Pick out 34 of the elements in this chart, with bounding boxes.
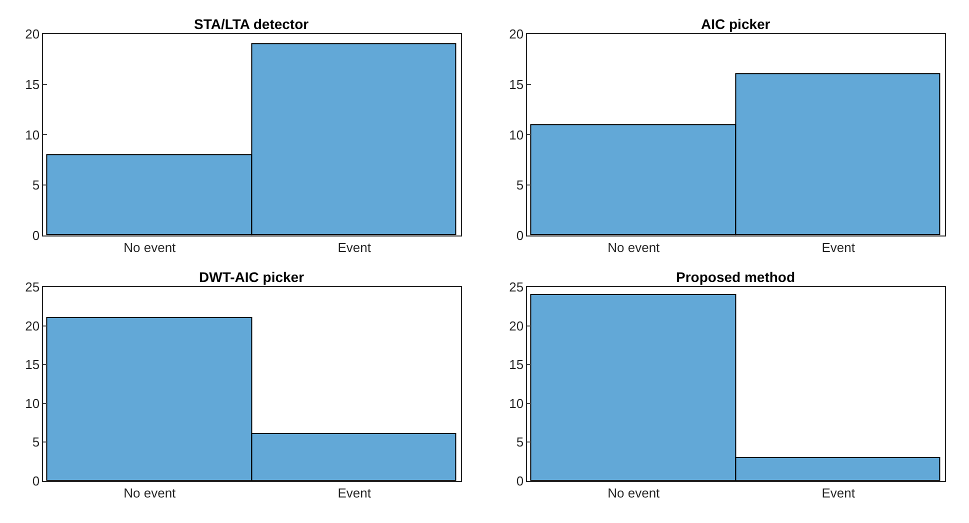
x-tick-label: No event (124, 486, 176, 501)
x-tick-label: No event (608, 486, 660, 501)
x-tick-label: No event (608, 240, 660, 256)
y-tick-label: 20 (25, 318, 40, 334)
y-tick-label: 5 (32, 178, 40, 193)
y-tick-label: 5 (516, 434, 524, 450)
y-tick-label: 0 (32, 228, 40, 243)
y-tick-label: 15 (25, 357, 40, 372)
y-tick-label: 25 (25, 280, 40, 295)
y-tick-label: 15 (509, 357, 524, 372)
y-tick-label: 10 (25, 396, 40, 411)
x-tick-label: Event (338, 240, 372, 256)
chart-title: Proposed method (676, 269, 796, 285)
y-tick-label: 5 (516, 178, 524, 193)
y-tick-label: 10 (509, 127, 524, 142)
y-tick-label: 20 (509, 26, 524, 42)
y-tick-label: 5 (32, 434, 40, 450)
x-tick-label: Event (822, 486, 856, 501)
y-tick-label: 15 (509, 76, 524, 92)
y-tick-label: 15 (25, 76, 40, 92)
y-tick-label: 10 (25, 127, 40, 142)
y-tick-label: 0 (32, 473, 40, 488)
chart-title: STA/LTA detector (194, 16, 310, 32)
chart-title: DWT-AIC picker (199, 269, 305, 285)
y-tick-label: 0 (516, 473, 524, 488)
chart-title: AIC picker (701, 16, 771, 32)
y-tick-label: 25 (509, 280, 524, 295)
y-tick-label: 0 (516, 228, 524, 243)
x-tick-label: Event (822, 240, 856, 256)
x-tick-label: Event (338, 486, 372, 501)
x-tick-label: No event (124, 240, 176, 256)
y-tick-label: 20 (509, 318, 524, 334)
y-tick-label: 20 (25, 26, 40, 42)
y-tick-label: 10 (509, 396, 524, 411)
